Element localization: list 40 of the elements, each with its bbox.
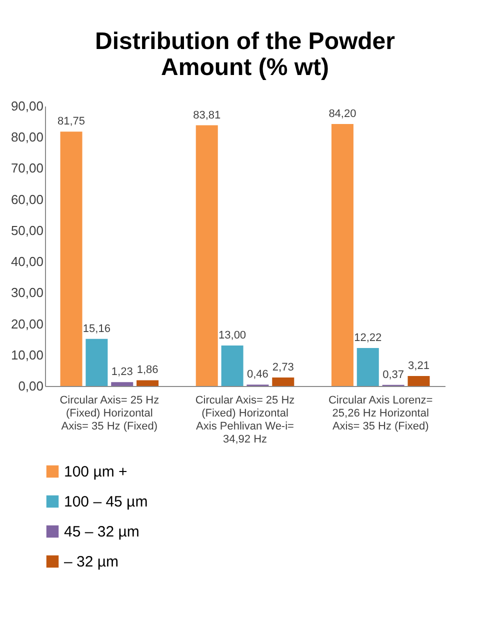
legend-label: 100 – 45 µm	[64, 494, 148, 510]
bar	[196, 125, 218, 386]
y-tick-label: 60,00	[10, 192, 44, 207]
chart-title: Distribution of the Powder Amount (% wt)	[95, 28, 395, 81]
bar	[60, 132, 82, 386]
bar	[86, 338, 108, 386]
bar	[111, 382, 134, 386]
y-tick-label: 80,00	[10, 130, 44, 145]
legend-label: 45 – 32 µm	[64, 524, 140, 540]
y-tick-label: 50,00	[10, 222, 44, 238]
y-tick-label: 20,00	[10, 316, 44, 332]
bar	[272, 378, 294, 386]
bar	[356, 348, 379, 386]
y-tick-label: 0,00	[18, 378, 44, 394]
data-label: 13,00	[218, 330, 246, 342]
bar	[221, 346, 244, 386]
y-tick-label: 40,00	[10, 254, 44, 270]
data-label: 1,86	[136, 364, 158, 376]
data-label: 12,22	[354, 332, 382, 344]
x-tick-label: Circular Axis= 25 Hz (Fixed) Horizontal Axis= 35 Hz (Fixed)	[60, 394, 160, 432]
legend-label: 100 µm +	[64, 464, 128, 480]
x-tick-label: Circular Axis= 25 Hz (Fixed) Horizontal Axis Pehlivan We-i= 34,92 Hz	[195, 394, 295, 446]
data-label: 83,81	[193, 109, 221, 122]
data-label: 1,23	[111, 366, 133, 378]
bar	[331, 124, 354, 386]
legend-label: – 32 µm	[64, 554, 118, 570]
y-tick-label: 70,00	[10, 160, 44, 176]
data-label: 0,46	[247, 368, 268, 381]
data-label: 3,21	[408, 360, 430, 372]
data-label: 2,73	[272, 362, 294, 374]
data-label: 84,20	[328, 108, 356, 120]
y-tick-label: 10,00	[10, 347, 44, 362]
y-tick-label: 90,00	[10, 98, 44, 114]
data-label: 81,75	[58, 116, 86, 128]
bar	[408, 376, 430, 386]
bar	[136, 380, 159, 386]
data-label: 15,16	[82, 322, 110, 335]
x-tick-label: Circular Axis Lorenz= 25,26 Hz Horizontal Axis= 35 Hz (Fixed)	[328, 394, 433, 432]
data-label: 0,37	[382, 368, 404, 381]
y-tick-label: 30,00	[10, 285, 44, 300]
